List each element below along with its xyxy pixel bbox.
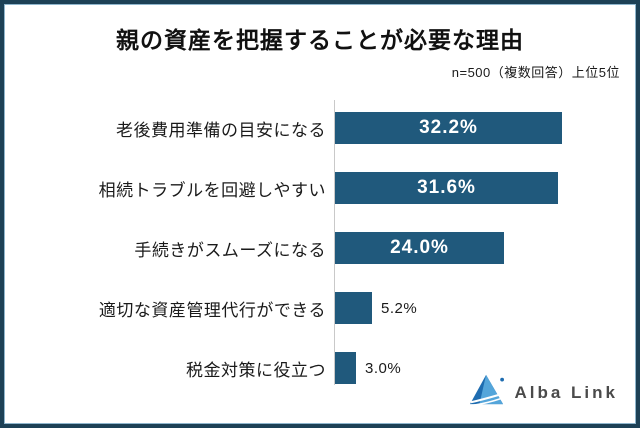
- value-label: 5.2%: [381, 299, 418, 317]
- alba-link-logo: Alba Link: [468, 373, 618, 412]
- value-label: 3.0%: [365, 359, 402, 377]
- chart-title: 親の資産を把握することが必要な理由: [116, 27, 524, 53]
- bar-zone: 31.6%: [334, 158, 636, 218]
- bar: [335, 352, 356, 384]
- bar-zone: 3.0%: [334, 338, 636, 398]
- value-label: 32.2%: [419, 117, 478, 138]
- sample-size-note: n=500（複数回答）上位5位: [451, 65, 620, 80]
- bar-zone: 24.0%: [334, 218, 636, 278]
- chart-row: 老後費用準備の目安になる 32.2%: [4, 98, 636, 158]
- category-label: 手続きがスムーズになる: [134, 240, 326, 260]
- bar: 24.0%: [335, 232, 504, 264]
- chart-rows: 老後費用準備の目安になる 32.2% 相続トラブルを回避しやすい 31.6% 手続きがス…: [4, 98, 636, 398]
- category-label: 適切な資産管理代行ができる: [98, 300, 326, 320]
- category-label: 税金対策に役立つ: [186, 360, 326, 380]
- bar: 32.2%: [335, 112, 562, 144]
- category-label: 老後費用準備の目安になる: [116, 120, 326, 140]
- bar-zone: 5.2%: [334, 278, 636, 338]
- bar-zone: 32.2%: [334, 98, 636, 158]
- chart-row: 税金対策に役立つ 3.0%: [4, 338, 636, 398]
- chart-row: 相続トラブルを回避しやすい 31.6%: [4, 158, 636, 218]
- value-label: 31.6%: [417, 177, 476, 198]
- logo-text: Alba Link: [514, 382, 618, 402]
- alba-link-logo-icon: [468, 373, 506, 412]
- chart-row: 手続きがスムーズになる 24.0%: [4, 218, 636, 278]
- category-label: 相続トラブルを回避しやすい: [98, 180, 326, 200]
- chart-row: 適切な資産管理代行ができる 5.2%: [4, 278, 636, 338]
- value-label: 24.0%: [390, 237, 449, 258]
- y-axis-line: [334, 100, 335, 385]
- bar: 31.6%: [335, 172, 558, 204]
- bar-chart: 老後費用準備の目安になる 32.2% 相続トラブルを回避しやすい 31.6% 手続きがス…: [4, 98, 636, 398]
- bar: [335, 292, 372, 324]
